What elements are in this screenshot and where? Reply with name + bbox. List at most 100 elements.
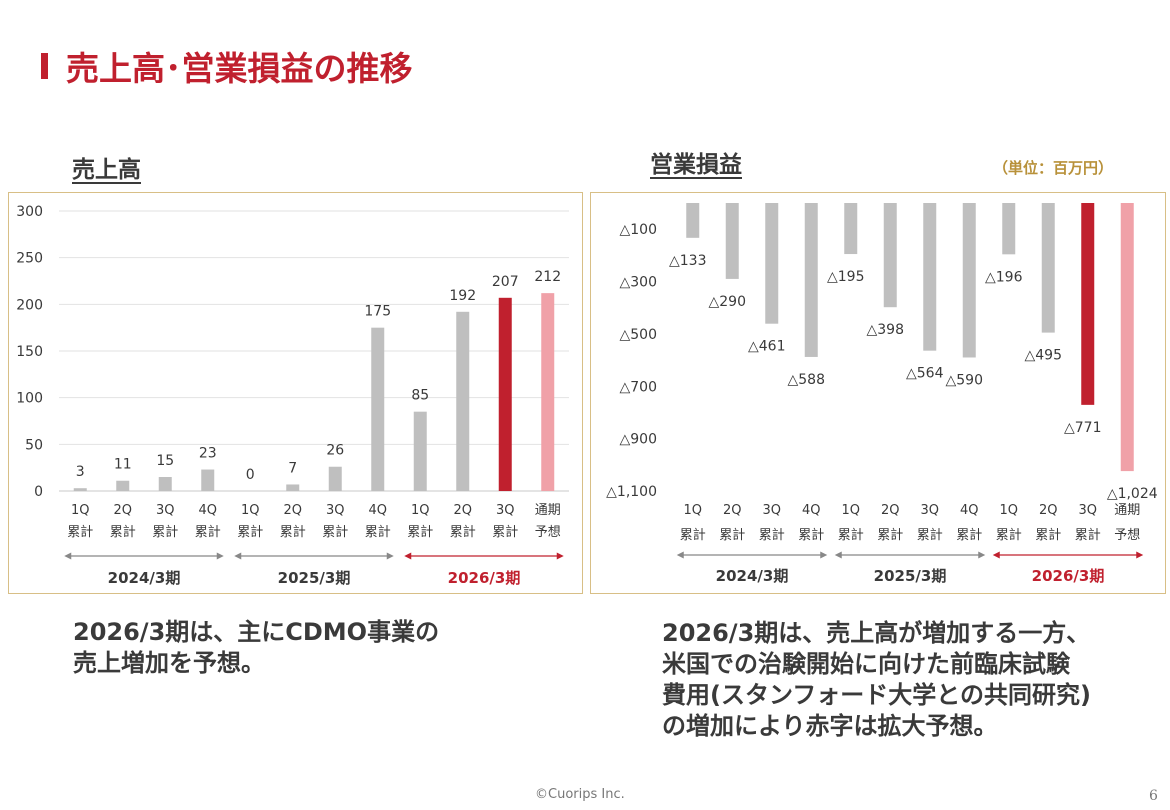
operating-profit-value-label: △771	[1064, 420, 1102, 436]
y-tick-label: 150	[16, 344, 43, 360]
x-tick-label: 2Q	[881, 503, 900, 518]
x-tick-label: 4Q	[368, 503, 387, 518]
operating-profit-bar	[1120, 203, 1134, 472]
period-arrow-head-left	[834, 551, 842, 559]
sales-value-label: 7	[288, 460, 297, 476]
x-tick-label: 累計	[877, 527, 903, 543]
x-tick-label: 1Q	[411, 503, 430, 518]
x-tick-label: 累計	[1035, 527, 1061, 543]
period-arrow-head-left	[992, 551, 1000, 559]
x-tick-label: 累計	[365, 524, 391, 540]
period-arrow-head-left	[404, 552, 412, 560]
sales-value-label: 0	[246, 467, 255, 483]
y-tick-label: 50	[25, 437, 43, 453]
operating-profit-value-label: △461	[748, 339, 786, 355]
period-arrow-head-right	[820, 551, 828, 559]
sales-value-label: 26	[326, 443, 344, 459]
y-tick-label: △1,100	[606, 484, 657, 500]
sales-value-label: 192	[449, 288, 476, 304]
y-tick-label: △500	[620, 327, 658, 343]
operating-profit-value-label: △195	[827, 269, 865, 285]
x-tick-label: 2Q	[283, 503, 302, 518]
period-arrow-head-left	[676, 551, 684, 559]
x-tick-label: 通期	[535, 503, 561, 518]
title-accent-bar	[41, 53, 48, 79]
sales-bar	[541, 293, 555, 491]
sales-value-label: 3	[76, 464, 85, 480]
x-tick-label: 1Q	[841, 503, 860, 518]
operating-profit-bar	[923, 203, 937, 351]
x-tick-label: 2Q	[453, 503, 472, 518]
x-tick-label: 3Q	[156, 503, 175, 518]
operating-profit-bar	[1081, 203, 1095, 405]
x-tick-label: 累計	[759, 527, 785, 543]
copyright-footer: ©Cuorips Inc.	[535, 787, 625, 802]
x-tick-label: 1Q	[683, 503, 702, 518]
period-arrow-head-right	[386, 552, 394, 560]
sales-value-label: 23	[199, 446, 217, 462]
x-tick-label: 累計	[680, 527, 706, 543]
sales-value-label: 85	[411, 388, 429, 404]
operating-profit-value-label: △290	[709, 294, 747, 310]
sales-bar	[116, 480, 130, 491]
x-tick-label: 3Q	[496, 503, 515, 518]
operating-profit-chart-title: 営業損益	[650, 152, 742, 178]
sales-description: 2026/3期は、主にCDMO事業の 売上増加を予想。	[73, 618, 440, 677]
sales-bar	[328, 466, 342, 491]
y-tick-label: △900	[620, 432, 658, 448]
x-tick-label: 累計	[322, 524, 348, 540]
y-tick-label: △700	[620, 379, 658, 395]
sales-value-label: 11	[114, 457, 132, 473]
x-tick-label: 2Q	[113, 503, 132, 518]
sales-bar	[371, 327, 385, 491]
x-tick-label: 累計	[407, 524, 433, 540]
sales-bar	[413, 411, 427, 491]
sales-value-label: 175	[364, 304, 391, 320]
x-tick-label: 累計	[838, 527, 864, 543]
sales-bar	[498, 297, 512, 491]
x-tick-label: 4Q	[960, 503, 979, 518]
y-tick-label: △300	[620, 275, 658, 291]
x-tick-label: 1Q	[999, 503, 1018, 518]
x-tick-label: 予想	[535, 524, 561, 540]
x-tick-label: 累計	[719, 527, 745, 543]
period-arrow-head-right	[556, 552, 564, 560]
sales-bar	[73, 488, 87, 491]
period-arrow-head-left	[234, 552, 242, 560]
operating-profit-value-label: △398	[867, 322, 905, 338]
x-tick-label: 累計	[798, 527, 824, 543]
operating-profit-bar	[725, 203, 739, 279]
sales-bar	[201, 469, 215, 491]
y-tick-label: 200	[16, 297, 43, 313]
period-arrow-head-right	[978, 551, 986, 559]
x-tick-label: 3Q	[762, 503, 781, 518]
operating-profit-value-label: △196	[985, 269, 1023, 285]
sales-bar	[158, 477, 172, 491]
operating-profit-value-label: △588	[788, 372, 826, 388]
x-tick-label: 2Q	[723, 503, 742, 518]
x-tick-label: 3Q	[1078, 503, 1097, 518]
y-tick-label: 100	[16, 391, 43, 407]
sales-value-label: 15	[156, 453, 174, 469]
period-arrow-head-left	[64, 552, 72, 560]
operating-profit-description: 2026/3期は、売上高が増加する一方、 米国での治験開始に向けた前臨床試験 費…	[662, 619, 1091, 740]
sales-bar	[286, 484, 300, 491]
period-label: 2025/3期	[874, 567, 947, 585]
x-tick-label: 3Q	[326, 503, 345, 518]
operating-profit-chart: △100 △300 △500 △700 △900 △1,100 △133 1Q 累計 △290 2Q…	[606, 203, 1158, 585]
operating-profit-bar	[765, 203, 779, 324]
x-tick-label: 通期	[1114, 503, 1140, 518]
x-tick-label: 累計	[450, 524, 476, 540]
x-tick-label: 累計	[195, 524, 221, 540]
x-tick-label: 累計	[917, 527, 943, 543]
y-tick-label: 300	[16, 204, 43, 220]
x-tick-label: 累計	[492, 524, 518, 540]
y-tick-label: 250	[16, 251, 43, 267]
period-arrow-head-right	[1136, 551, 1144, 559]
operating-profit-bar	[804, 203, 818, 357]
operating-profit-value-label: △133	[669, 253, 707, 269]
period-label: 2024/3期	[108, 569, 181, 587]
operating-profit-value-label: △495	[1025, 348, 1063, 364]
operating-profit-bar	[962, 203, 976, 358]
operating-profit-value-label: △590	[946, 372, 984, 388]
